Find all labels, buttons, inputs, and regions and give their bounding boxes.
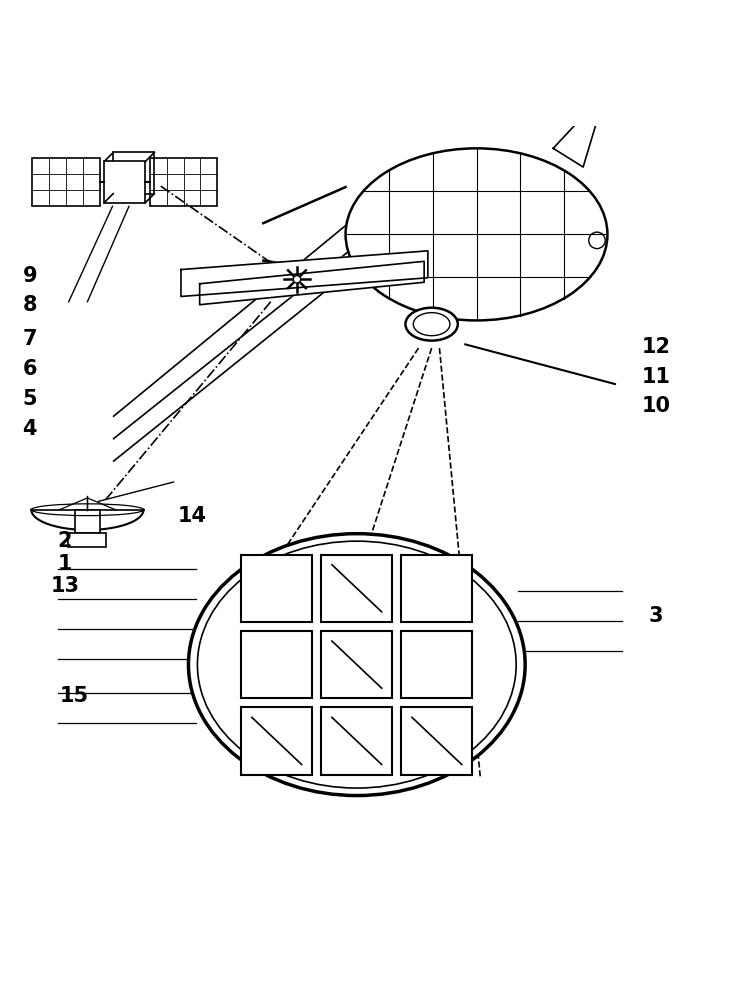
Bar (32, 158, 100, 206)
Text: 8: 8 (23, 295, 37, 315)
Bar (241, 555, 312, 622)
Bar (150, 158, 217, 206)
Ellipse shape (189, 534, 525, 796)
Text: 3: 3 (649, 606, 663, 626)
Text: 2: 2 (58, 531, 72, 551)
Polygon shape (553, 92, 605, 167)
Bar (241, 707, 312, 775)
Text: 6: 6 (23, 359, 37, 379)
Text: 12: 12 (641, 337, 671, 357)
Text: 5: 5 (23, 389, 37, 409)
Bar (321, 707, 392, 775)
Text: 11: 11 (641, 367, 671, 387)
Bar (113, 152, 155, 194)
Bar (75, 510, 100, 533)
Bar (241, 631, 312, 698)
Bar (104, 161, 146, 203)
Ellipse shape (406, 308, 458, 341)
Bar (68, 533, 107, 547)
Bar (401, 707, 472, 775)
Polygon shape (181, 251, 428, 296)
Text: 14: 14 (178, 506, 207, 526)
Text: 10: 10 (641, 396, 671, 416)
Text: 13: 13 (50, 576, 80, 596)
Bar (401, 631, 472, 698)
Polygon shape (200, 261, 424, 305)
Text: 15: 15 (60, 686, 89, 706)
Text: 7: 7 (23, 329, 37, 349)
Bar (401, 555, 472, 622)
Circle shape (293, 276, 300, 283)
Text: 1: 1 (58, 554, 72, 574)
Bar (321, 555, 392, 622)
Ellipse shape (345, 148, 608, 320)
Bar (321, 631, 392, 698)
Text: 9: 9 (23, 266, 37, 286)
Text: 4: 4 (23, 419, 37, 439)
